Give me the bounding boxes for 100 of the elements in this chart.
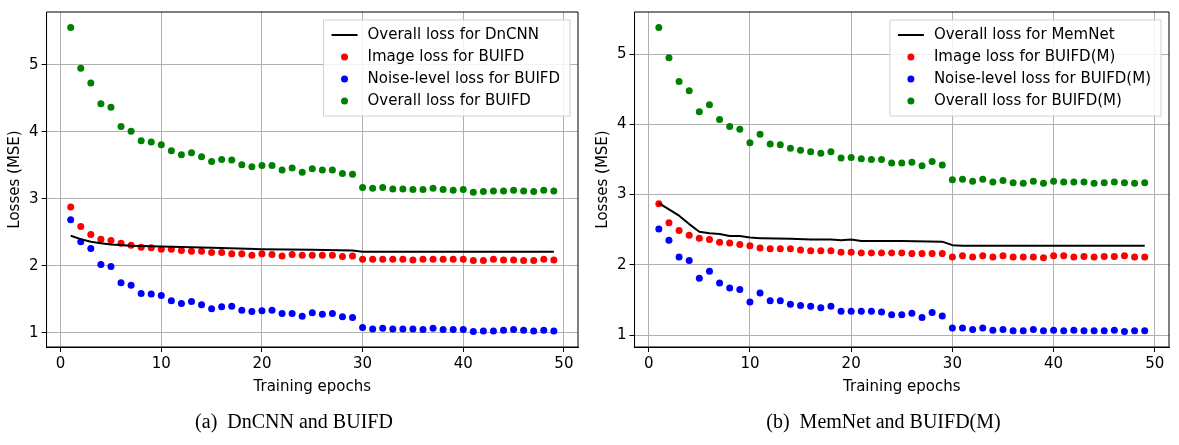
point bbox=[359, 324, 367, 332]
point bbox=[268, 251, 276, 259]
y-tick-label: 5 bbox=[617, 44, 627, 63]
point bbox=[786, 245, 794, 253]
point bbox=[1060, 327, 1068, 335]
point bbox=[969, 253, 977, 261]
point bbox=[359, 184, 367, 192]
point bbox=[87, 245, 95, 253]
point bbox=[807, 247, 815, 255]
point bbox=[268, 161, 276, 169]
point bbox=[928, 158, 936, 166]
point bbox=[827, 148, 835, 156]
y-axis-title: Losses (MSE) bbox=[4, 130, 23, 229]
point bbox=[328, 251, 336, 259]
point bbox=[665, 54, 673, 62]
point bbox=[898, 249, 906, 257]
x-tick-label: 40 bbox=[1044, 353, 1064, 372]
point bbox=[389, 185, 397, 193]
point bbox=[867, 249, 875, 257]
point bbox=[238, 161, 246, 169]
point bbox=[97, 235, 105, 243]
point bbox=[399, 325, 407, 333]
point bbox=[157, 141, 165, 149]
point bbox=[948, 324, 956, 332]
point bbox=[308, 309, 316, 317]
point bbox=[675, 226, 683, 234]
point bbox=[989, 326, 997, 334]
point bbox=[278, 252, 286, 260]
point bbox=[979, 324, 987, 332]
point bbox=[87, 230, 95, 238]
point bbox=[1131, 253, 1139, 261]
point bbox=[67, 203, 75, 211]
point bbox=[157, 291, 165, 299]
point bbox=[776, 297, 784, 305]
point bbox=[540, 326, 548, 334]
legend-label: Image loss for BUIFD(M) bbox=[933, 46, 1116, 65]
point bbox=[979, 175, 987, 183]
point bbox=[228, 156, 236, 164]
point bbox=[349, 252, 357, 260]
point bbox=[1029, 253, 1037, 261]
point bbox=[97, 100, 105, 108]
point bbox=[776, 141, 784, 149]
point bbox=[520, 326, 528, 334]
point bbox=[867, 307, 875, 315]
point bbox=[389, 325, 397, 333]
point bbox=[167, 147, 175, 155]
point bbox=[705, 101, 713, 109]
point bbox=[959, 324, 967, 332]
point bbox=[248, 163, 256, 171]
point bbox=[1090, 327, 1098, 335]
point bbox=[228, 250, 236, 258]
point bbox=[1029, 325, 1037, 333]
point bbox=[449, 326, 457, 334]
point bbox=[177, 247, 185, 255]
point bbox=[1090, 253, 1098, 261]
point bbox=[756, 289, 764, 297]
point bbox=[827, 302, 835, 310]
point bbox=[989, 253, 997, 261]
point bbox=[489, 187, 497, 195]
point bbox=[1090, 179, 1098, 187]
point bbox=[489, 327, 497, 335]
point bbox=[500, 256, 508, 264]
point bbox=[429, 255, 437, 263]
point bbox=[1039, 254, 1047, 262]
point bbox=[318, 166, 326, 174]
point bbox=[278, 166, 286, 174]
point bbox=[338, 313, 346, 321]
point bbox=[1029, 177, 1037, 185]
point bbox=[695, 234, 703, 242]
point bbox=[459, 255, 467, 263]
point bbox=[948, 176, 956, 184]
point bbox=[137, 289, 145, 297]
point bbox=[177, 151, 185, 159]
point bbox=[187, 247, 195, 255]
point bbox=[959, 175, 967, 183]
point bbox=[888, 311, 896, 319]
x-tick-label: 0 bbox=[55, 353, 66, 372]
point bbox=[439, 255, 447, 263]
point bbox=[419, 186, 427, 194]
point bbox=[938, 250, 946, 258]
point bbox=[857, 307, 865, 315]
point bbox=[756, 244, 764, 252]
point bbox=[288, 310, 296, 317]
point bbox=[736, 240, 744, 248]
point bbox=[817, 149, 825, 157]
point bbox=[847, 248, 855, 256]
point bbox=[298, 168, 306, 176]
point bbox=[288, 164, 296, 172]
point bbox=[187, 297, 195, 305]
point bbox=[479, 188, 487, 196]
x-tick-label: 10 bbox=[740, 353, 760, 372]
point bbox=[218, 303, 226, 311]
point bbox=[107, 103, 115, 111]
point bbox=[550, 187, 558, 195]
point bbox=[1110, 326, 1118, 334]
point bbox=[479, 327, 487, 335]
point bbox=[449, 186, 457, 194]
x-tick-label: 30 bbox=[353, 353, 373, 372]
point bbox=[837, 307, 845, 315]
legend-label: Overall loss for MemNet bbox=[933, 24, 1115, 43]
